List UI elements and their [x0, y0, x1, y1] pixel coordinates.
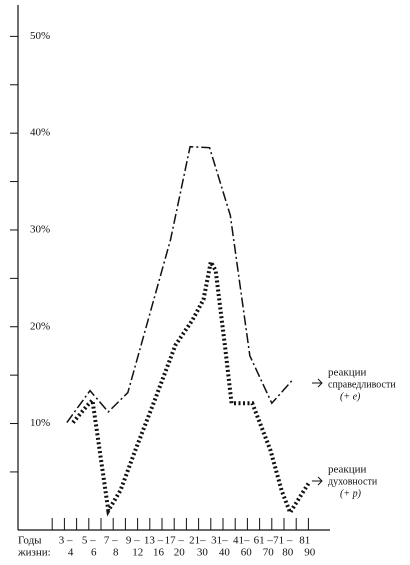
series-line — [71, 256, 311, 518]
legend-label: духовности — [328, 476, 378, 487]
x-tick-label: 17 – — [165, 535, 185, 547]
x-tick-label: 9 – — [126, 535, 140, 547]
x-tick-label: 40 — [219, 547, 231, 559]
x-tick-label: 7 – — [104, 535, 118, 547]
y-tick-label: 10% — [30, 417, 50, 429]
x-tick-label: 13 – — [144, 535, 164, 547]
x-tick-label: 5 – — [82, 535, 96, 547]
y-tick-label: 50% — [30, 30, 50, 42]
x-tick-label: 70 — [263, 547, 275, 559]
legend-sign: (+ р) — [340, 488, 362, 499]
x-row-label: Годы — [18, 535, 42, 547]
legend-label: реакции — [328, 367, 367, 379]
legend-sign: (+ е) — [340, 391, 361, 402]
x-tick-label: 8 — [113, 547, 119, 559]
x-tick-label: 16 — [153, 547, 165, 559]
x-tick-label: 31– — [211, 535, 228, 547]
x-tick-label: 30 — [197, 547, 209, 559]
x-tick-label: 12 — [132, 547, 143, 559]
x-tick-label: 71 – — [273, 535, 293, 547]
y-tick-label: 40% — [30, 127, 50, 139]
legend-arrow — [312, 476, 323, 486]
y-tick-label: 30% — [30, 223, 50, 235]
legend-arrow — [312, 378, 323, 388]
x-tick-label: 80 — [282, 547, 294, 559]
y-tick-label: 20% — [30, 320, 50, 332]
x-row-label: жизни: — [17, 547, 51, 559]
x-tick-label: 61 – — [254, 535, 274, 547]
series-line — [66, 145, 294, 424]
legend-label: справедливости — [328, 379, 396, 390]
legend-label: реакции — [328, 464, 367, 476]
x-tick-label: 4 — [68, 547, 74, 559]
x-tick-label: 6 — [91, 547, 97, 559]
x-tick-label: 21– — [189, 535, 206, 547]
x-tick-label: 41– — [233, 535, 250, 547]
x-tick-label: 3 – — [59, 535, 73, 547]
x-tick-label: 90 — [304, 547, 316, 559]
x-tick-label: 81 — [299, 535, 310, 547]
x-tick-label: 20 — [174, 547, 186, 559]
x-tick-label: 60 — [241, 547, 253, 559]
